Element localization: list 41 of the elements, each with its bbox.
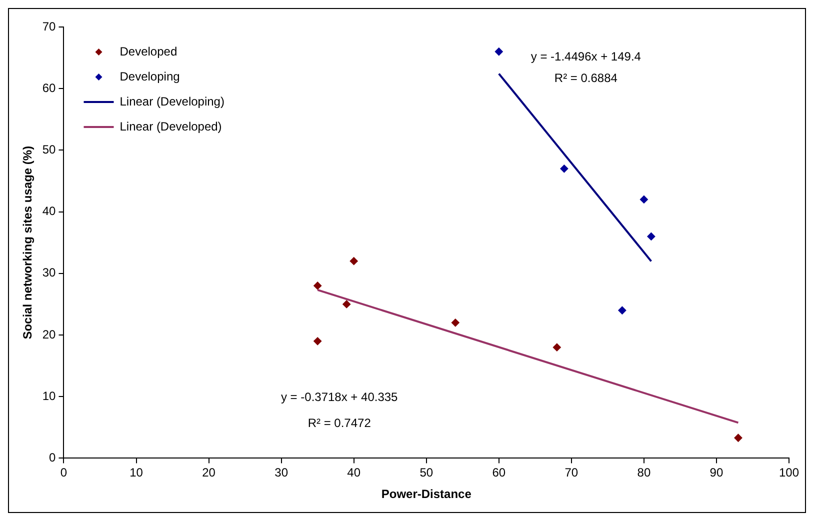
x-axis-title: Power-Distance xyxy=(381,487,472,502)
point xyxy=(618,306,626,314)
y-tick-label: 0 xyxy=(49,450,56,465)
y-tick-label: 20 xyxy=(42,327,56,342)
x-tick-label: 30 xyxy=(274,466,288,480)
y-tick-label: 10 xyxy=(42,388,56,403)
point xyxy=(734,434,742,442)
annotation: R² = 0.6884 xyxy=(554,71,618,86)
point xyxy=(342,300,351,308)
x-tick-label: 70 xyxy=(564,466,578,480)
x-tick-label: 80 xyxy=(637,466,651,480)
annotation: y = -0.3718x + 40.335 xyxy=(280,390,398,404)
point xyxy=(647,232,656,240)
x-tick-label: 100 xyxy=(778,466,800,480)
point xyxy=(560,164,568,173)
annotation: y = -1.4496x + 149.4 xyxy=(530,49,642,64)
point xyxy=(451,318,460,327)
y-tick-label: 40 xyxy=(42,204,56,218)
x-tick-label: 60 xyxy=(492,466,506,480)
legend-label: Linear (Developing) xyxy=(120,94,224,108)
x-tick-label: 20 xyxy=(202,466,216,480)
point xyxy=(552,343,561,352)
y-axis-title: Social networking sites usage (%) xyxy=(20,146,35,340)
point xyxy=(350,257,358,266)
y-tick-label: 60 xyxy=(42,80,56,95)
x-tick-label: 10 xyxy=(130,466,144,480)
y-tick-label: 70 xyxy=(42,19,56,34)
x-tick-label: 90 xyxy=(710,466,724,480)
y-tick-label: 30 xyxy=(42,266,56,280)
point xyxy=(314,282,322,290)
legend-label: Developing xyxy=(120,69,180,84)
y-tick-label: 50 xyxy=(42,142,56,157)
point xyxy=(640,195,648,204)
x-tick-label: 50 xyxy=(420,466,434,480)
x-tick-label: 40 xyxy=(347,466,361,480)
point xyxy=(494,48,503,56)
point xyxy=(314,337,322,346)
legend-label: Developed xyxy=(120,44,178,58)
x-tick-label: 0 xyxy=(60,466,68,480)
legend-label: Linear (Developed) xyxy=(120,119,222,134)
annotation: R² = 0.7472 xyxy=(308,416,372,430)
